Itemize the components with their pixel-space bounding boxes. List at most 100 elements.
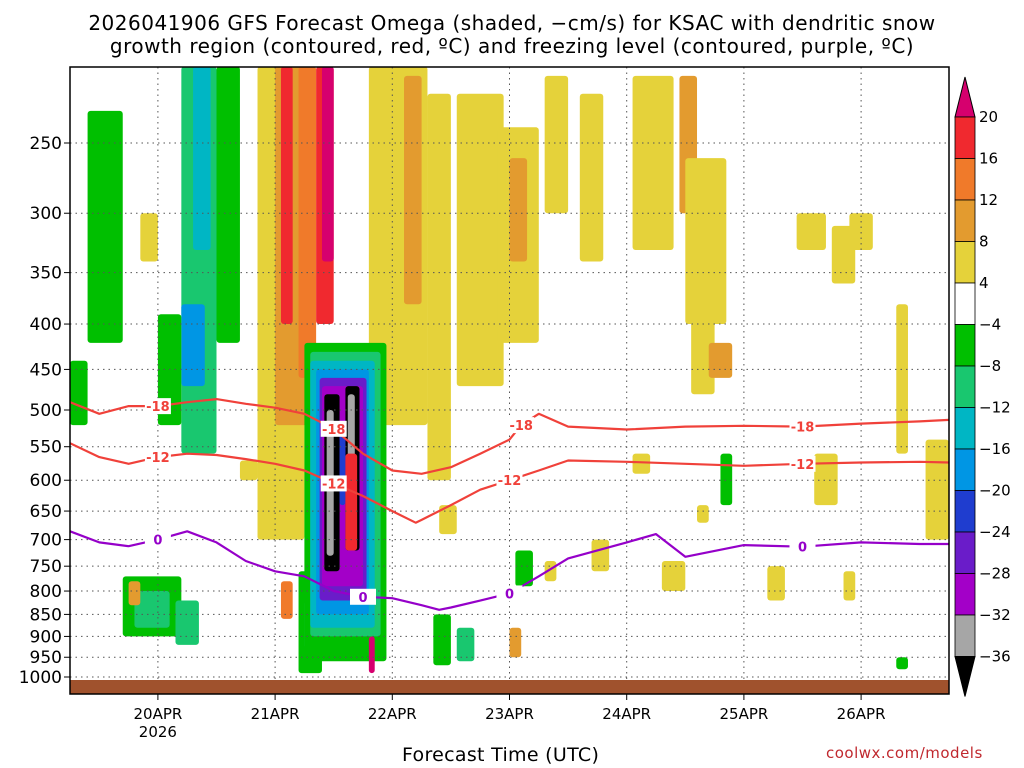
contour-label-bg xyxy=(144,398,171,415)
omega-cell xyxy=(579,93,604,262)
omega-cell xyxy=(456,627,475,662)
omega-cell xyxy=(439,505,457,535)
contour-label: -18 xyxy=(322,423,346,438)
omega-cell xyxy=(216,67,240,343)
colorbar-swatch xyxy=(954,531,976,574)
omega-cell xyxy=(767,566,785,601)
colorbar-label: −28 xyxy=(979,565,1011,583)
omega-cell xyxy=(708,342,733,378)
colorbar-swatch xyxy=(954,158,976,201)
site-credit[interactable]: coolwx.com/models xyxy=(826,744,983,762)
omega-cell xyxy=(193,67,211,250)
contour-label: -18 xyxy=(509,419,533,434)
colorbar-label: −8 xyxy=(979,357,1001,375)
colorbar-swatch xyxy=(954,241,976,284)
colorbar-label: −32 xyxy=(979,606,1011,624)
contour-line xyxy=(70,442,949,524)
x-tick-label: 26APR xyxy=(837,705,886,723)
y-tick-label: 400 xyxy=(30,315,62,335)
y-tick-label: 650 xyxy=(30,502,62,522)
contour-lines: -18 -18 -18 -18 -12 -12 -12 -12 0 0 0 0 xyxy=(70,398,949,611)
omega-cell xyxy=(849,213,873,250)
colorbar-label: −24 xyxy=(979,523,1011,541)
omega-cell xyxy=(280,581,293,619)
contour-label-bg xyxy=(144,531,171,548)
colorbar-label: 8 xyxy=(979,233,989,251)
omega-cell xyxy=(87,110,123,343)
omega-cell xyxy=(239,460,258,481)
omega-cell xyxy=(661,561,686,592)
omega-cell xyxy=(427,93,451,481)
omega-cell xyxy=(591,539,610,572)
terrain-ground xyxy=(70,680,949,694)
omega-shading xyxy=(70,67,949,674)
y-tick-label: 550 xyxy=(30,438,62,458)
y-tick-label: 350 xyxy=(30,264,62,284)
y-tick-label: 450 xyxy=(30,360,62,380)
omega-cell xyxy=(720,453,733,506)
contour-label: 0 xyxy=(358,591,367,606)
contour-label-bg xyxy=(320,475,347,492)
omega-cell xyxy=(814,453,838,506)
omega-cell xyxy=(368,636,375,674)
colorbar-label: 12 xyxy=(979,191,998,209)
colorbar-label: −16 xyxy=(979,440,1011,458)
contour-line xyxy=(70,530,949,611)
omega-cell xyxy=(298,67,317,378)
omega-cell xyxy=(140,213,158,262)
omega-cell xyxy=(433,614,451,666)
omega-cell xyxy=(70,360,88,426)
omega-cell xyxy=(796,213,826,250)
x-axis-title: Forecast Time (UTC) xyxy=(402,744,600,766)
contour-label: -12 xyxy=(791,458,815,473)
colorbar-swatch xyxy=(954,448,976,491)
y-tick-label: 700 xyxy=(30,531,62,551)
omega-cell xyxy=(345,453,358,551)
x-tick-sublabel: 2026 xyxy=(139,723,177,741)
colorbar-swatch xyxy=(954,116,976,159)
omega-cell xyxy=(181,304,205,387)
x-tick-label: 22APR xyxy=(368,705,417,723)
x-tick-label: 23APR xyxy=(485,705,534,723)
y-tick-label: 950 xyxy=(30,648,62,668)
contour-label-bg xyxy=(508,417,535,434)
contour-label-bg xyxy=(789,538,816,555)
x-tick-label: 21APR xyxy=(251,705,300,723)
omega-cell xyxy=(280,67,293,325)
colorbar-label: 4 xyxy=(979,274,989,292)
omega-cell xyxy=(456,93,504,387)
colorbar-label: 20 xyxy=(979,108,998,126)
omega-cell xyxy=(509,627,522,658)
contour-label: -18 xyxy=(146,400,170,415)
omega-cell xyxy=(175,600,199,645)
colorbar-label: −36 xyxy=(979,648,1011,666)
colorbar-label: 16 xyxy=(979,150,998,168)
omega-cell xyxy=(321,67,334,262)
y-tick-label: 850 xyxy=(30,605,62,625)
omega-cell xyxy=(896,304,908,454)
contour-line xyxy=(70,398,949,475)
omega-cell xyxy=(632,453,651,474)
contour-label: -12 xyxy=(322,477,346,492)
y-tick-label: 1000 xyxy=(19,668,62,688)
omega-cell xyxy=(404,75,422,305)
contour-label: -12 xyxy=(146,451,170,466)
colorbar-swatch xyxy=(954,573,976,616)
contour-label: -12 xyxy=(498,474,522,489)
omega-cell xyxy=(632,75,674,250)
contour-label-bg xyxy=(350,588,376,605)
omega-cell xyxy=(925,439,949,540)
omega-cell xyxy=(128,581,141,606)
y-tick-label: 800 xyxy=(30,582,62,602)
y-tick-label: 500 xyxy=(30,401,62,421)
colorbar: 20 16 12 8 4 −4 −8 −12 −16 −20 −24 −28 −32 −36 xyxy=(954,76,1011,697)
colorbar-arrow-top xyxy=(954,76,976,118)
y-tick-label: 250 xyxy=(30,134,62,154)
contour-label-bg xyxy=(789,418,816,435)
contour-label-bg xyxy=(320,420,347,437)
colorbar-swatch xyxy=(954,490,976,533)
x-tick-label: 25APR xyxy=(719,705,768,723)
y-tick-label: 900 xyxy=(30,627,62,647)
